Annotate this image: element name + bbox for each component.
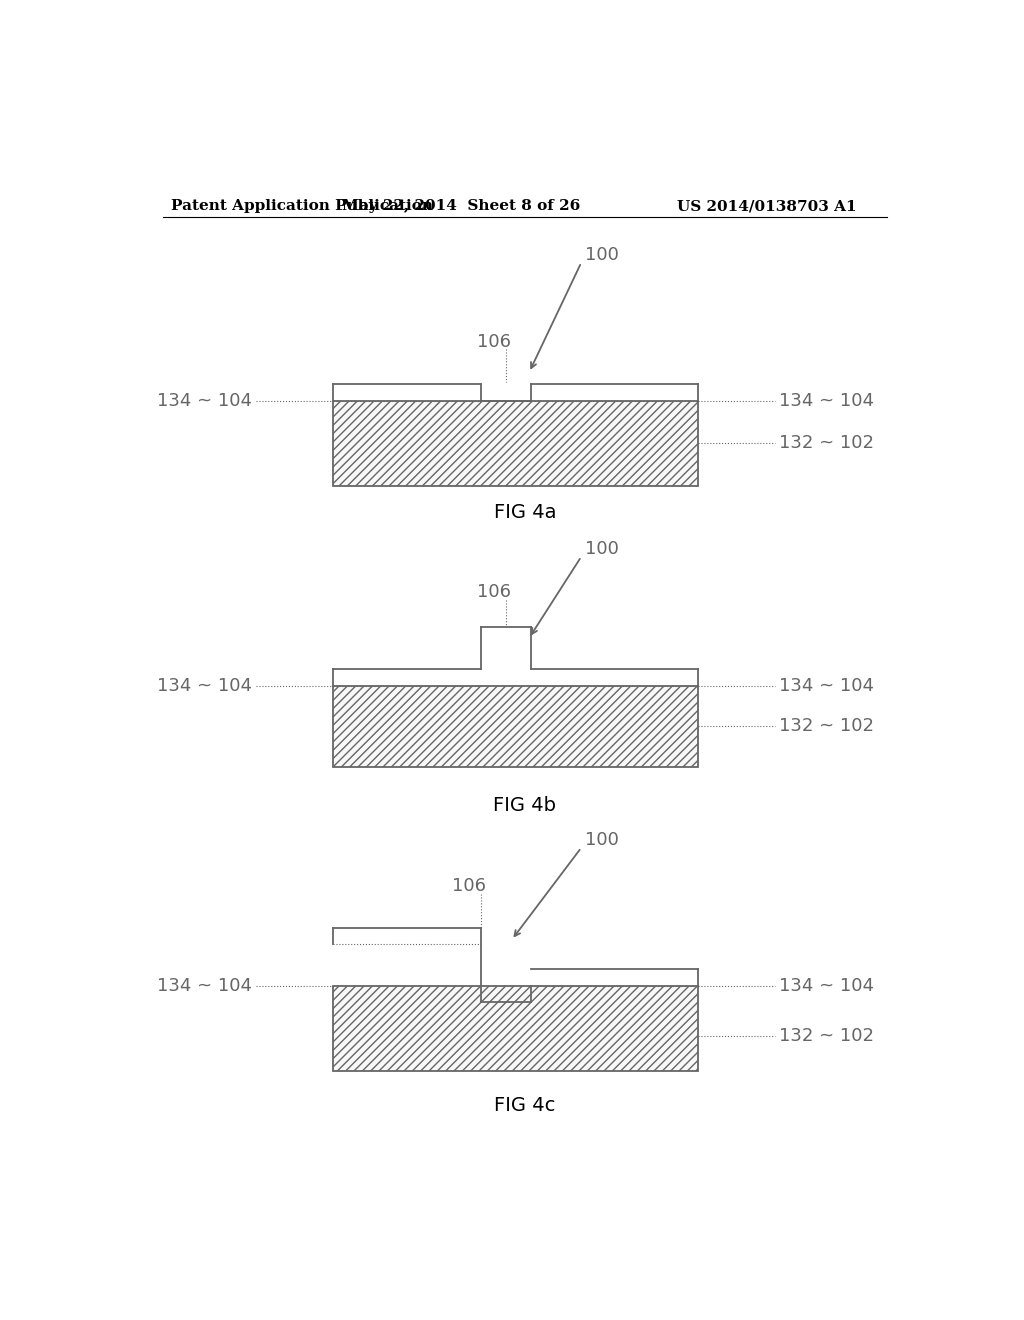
Text: Patent Application Publication: Patent Application Publication [171,199,432,213]
Text: 132 ~ 102: 132 ~ 102 [779,1027,874,1045]
Bar [334,686,697,767]
Bar [334,401,697,486]
Text: FIG 4a: FIG 4a [494,503,556,523]
Text: 132 ~ 102: 132 ~ 102 [779,717,874,735]
Text: FIG 4c: FIG 4c [495,1096,555,1115]
Text: 100: 100 [586,540,620,558]
Text: 134 ~ 104: 134 ~ 104 [779,677,874,694]
Text: 100: 100 [586,830,620,849]
Text: 100: 100 [586,246,620,264]
Text: 106: 106 [477,583,511,601]
Text: 106: 106 [452,876,486,895]
Text: May 22, 2014  Sheet 8 of 26: May 22, 2014 Sheet 8 of 26 [342,199,581,213]
Text: 134 ~ 104: 134 ~ 104 [157,392,252,411]
Text: FIG 4b: FIG 4b [494,796,556,814]
Bar [334,986,697,1071]
Text: 134 ~ 104: 134 ~ 104 [157,677,252,694]
Text: 132 ~ 102: 132 ~ 102 [779,434,874,453]
Text: 134 ~ 104: 134 ~ 104 [779,392,874,411]
Text: 134 ~ 104: 134 ~ 104 [157,977,252,995]
Text: 106: 106 [477,333,511,351]
Text: US 2014/0138703 A1: US 2014/0138703 A1 [677,199,856,213]
Text: 134 ~ 104: 134 ~ 104 [779,977,874,995]
